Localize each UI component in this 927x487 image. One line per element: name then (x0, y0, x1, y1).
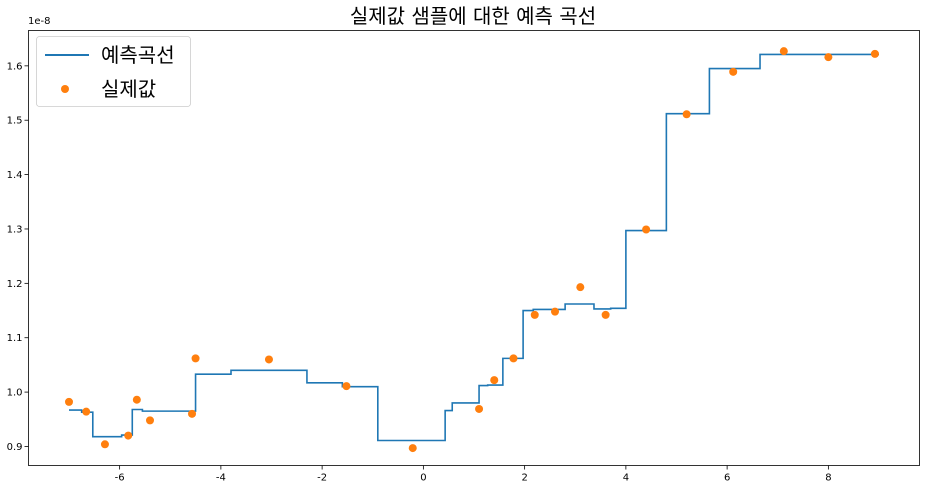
data-point-actual (870, 49, 879, 58)
data-point-actual (475, 404, 484, 413)
data-point-actual (509, 354, 518, 363)
y-axis: 0.9 1.0 1.1 1.2 1.3 1.4 1.5 1.6 (7, 61, 29, 453)
data-point-actual (191, 354, 200, 363)
y-tick-label: 0.9 (7, 442, 23, 453)
x-tick-label: 4 (623, 473, 629, 484)
data-point-actual (779, 47, 788, 56)
x-axis: -6 -4 -2 0 2 4 6 8 (115, 465, 832, 484)
x-tick-label: 2 (521, 473, 527, 484)
data-point-actual (188, 409, 197, 418)
y-scale-label: 1e-8 (28, 16, 51, 27)
y-tick-label: 1.3 (7, 224, 23, 235)
data-point-actual (824, 53, 833, 62)
plot-area (28, 30, 920, 466)
data-point-actual (132, 395, 141, 404)
series-line-prediction (69, 53, 879, 442)
y-tick-label: 1.1 (7, 333, 23, 344)
y-tick-label: 1.0 (7, 388, 23, 399)
legend-label-prediction: 예측곡선 (101, 43, 175, 67)
y-tick-label: 1.6 (7, 61, 23, 72)
data-point-actual (264, 355, 273, 364)
data-point-actual (576, 283, 585, 292)
data-point-actual (530, 310, 539, 319)
data-point-actual (601, 310, 610, 319)
legend: 예측곡선 실제값 (36, 36, 191, 107)
data-point-actual (551, 307, 559, 316)
y-tick-label: 1.4 (7, 170, 23, 181)
data-point-actual (100, 440, 109, 449)
data-point-actual (408, 444, 417, 453)
legend-point-marker (61, 85, 69, 93)
chart-title: 실제값 샘플에 대한 예측 곡선 (350, 4, 596, 28)
series-layer (65, 47, 879, 453)
x-tick-label: 8 (825, 473, 831, 484)
data-point-actual (65, 397, 73, 406)
x-tick-label: -6 (115, 473, 125, 484)
data-point-actual (490, 376, 499, 385)
y-tick-label: 1.2 (7, 279, 23, 290)
y-tick-label: 1.5 (7, 116, 23, 127)
x-tick-label: -4 (216, 473, 226, 484)
data-point-actual (146, 416, 154, 425)
data-point-actual (682, 110, 691, 119)
data-point-actual (124, 431, 133, 440)
data-point-actual (82, 407, 91, 416)
data-point-actual (342, 382, 351, 391)
legend-label-actual: 실제값 (101, 77, 156, 101)
data-point-actual (642, 225, 651, 234)
x-tick-label: -2 (317, 473, 327, 484)
x-tick-label: 6 (724, 473, 730, 484)
x-tick-label: 0 (420, 473, 426, 484)
data-point-actual (729, 67, 738, 76)
